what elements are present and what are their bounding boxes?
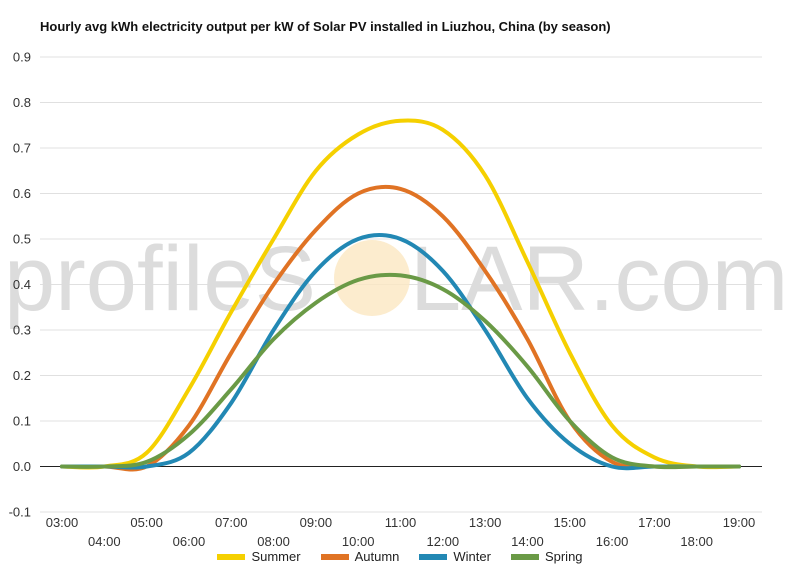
x-tick-label: 12:00 — [427, 534, 460, 549]
y-tick-label: 0.5 — [13, 232, 31, 247]
x-tick-label: 08:00 — [257, 534, 290, 549]
x-tick-label: 13:00 — [469, 515, 502, 530]
x-tick-label: 19:00 — [723, 515, 756, 530]
y-tick-label: 0.3 — [13, 323, 31, 338]
legend-swatch — [320, 553, 349, 560]
legend-swatch — [510, 553, 539, 560]
legend-item-winter[interactable]: Winter — [419, 549, 491, 564]
series-line-summer — [60, 118, 741, 470]
legend-label: Autumn — [354, 549, 400, 564]
y-tick-label: 0.8 — [13, 95, 31, 110]
x-tick-label: 16:00 — [596, 534, 629, 549]
x-tick-label: 06:00 — [173, 534, 206, 549]
x-tick-label: 03:00 — [46, 515, 79, 530]
x-tick-label: 10:00 — [342, 534, 375, 549]
legend-swatch — [419, 553, 448, 560]
watermark-text-left: profileS — [4, 228, 316, 330]
y-tick-label: -0.1 — [9, 505, 31, 520]
series-line-autumn — [60, 184, 741, 472]
series-line-spring — [60, 272, 741, 470]
chart-title: Hourly avg kWh electricity output per kW… — [40, 19, 611, 34]
y-tick-label: 0.7 — [13, 141, 31, 156]
y-tick-label: 0.9 — [13, 50, 31, 65]
legend: Summer Autumn Winter Spring — [0, 549, 800, 564]
x-tick-label: 09:00 — [300, 515, 333, 530]
y-axis-ticks: -0.1 0.0 0.1 0.2 0.3 0.4 0.5 0.6 0.7 0.8 0.9 — [9, 50, 31, 520]
y-tick-label: 0.0 — [13, 459, 31, 474]
legend-item-summer[interactable]: Summer — [217, 549, 301, 564]
x-tick-label: 17:00 — [638, 515, 671, 530]
x-tick-label: 07:00 — [215, 515, 248, 530]
y-tick-label: 0.2 — [13, 368, 31, 383]
x-tick-label: 15:00 — [553, 515, 586, 530]
x-axis-ticks: 03:00 04:00 05:00 06:00 07:00 08:00 09:00 10:00… — [46, 515, 756, 549]
series-line-winter — [60, 233, 741, 471]
x-tick-label: 04:00 — [88, 534, 121, 549]
legend-swatch — [217, 553, 246, 560]
y-tick-label: 0.6 — [13, 186, 31, 201]
x-tick-label: 11:00 — [385, 515, 417, 530]
x-tick-label: 14:00 — [511, 534, 544, 549]
y-tick-label: 0.4 — [13, 277, 31, 292]
x-tick-label: 18:00 — [680, 534, 713, 549]
legend-label: Spring — [544, 549, 583, 564]
legend-label: Winter — [453, 549, 491, 564]
y-tick-label: 0.1 — [13, 414, 31, 429]
grid — [40, 56, 762, 513]
legend-label: Summer — [251, 549, 301, 564]
legend-item-spring[interactable]: Spring — [510, 549, 583, 564]
legend-item-autumn[interactable]: Autumn — [320, 549, 400, 564]
series-lines — [60, 118, 741, 472]
watermark: profileS LAR.com — [4, 228, 788, 330]
x-tick-label: 05:00 — [130, 515, 163, 530]
